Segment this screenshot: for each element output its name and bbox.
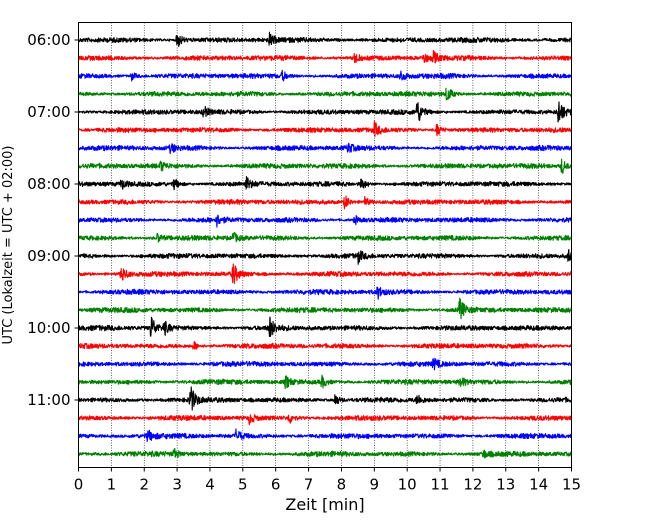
trace-line bbox=[77, 214, 573, 228]
plot-frame bbox=[78, 22, 572, 468]
trace-line bbox=[77, 249, 573, 265]
trace-line bbox=[78, 357, 572, 371]
trace-line bbox=[77, 69, 572, 82]
y-tick-label: 07:00 bbox=[27, 103, 70, 121]
y-tick-label: 06:00 bbox=[27, 31, 70, 49]
trace-line bbox=[77, 428, 573, 443]
x-tick-label: 12 bbox=[463, 476, 482, 494]
x-tick-label: 6 bbox=[271, 476, 281, 494]
x-axis-label: Zeit [min] bbox=[285, 495, 364, 514]
y-tick-label: 10:00 bbox=[27, 319, 70, 337]
x-axis: 0 1 2 3 4 5 6 7 8 9 10 11 12 13 14 15 bbox=[74, 467, 581, 494]
trace-line bbox=[77, 297, 572, 320]
x-tick-label: 11 bbox=[430, 476, 449, 494]
trace-line bbox=[77, 414, 573, 426]
x-tick-label: 10 bbox=[398, 476, 417, 494]
trace-line bbox=[77, 447, 573, 459]
trace-line bbox=[77, 231, 573, 243]
trace-line bbox=[77, 316, 573, 337]
x-tick-label: 15 bbox=[562, 476, 581, 494]
x-tick-label: 0 bbox=[74, 476, 84, 494]
x-tick-label: 13 bbox=[496, 476, 515, 494]
x-tick-label: 7 bbox=[304, 476, 314, 494]
x-tick-label: 8 bbox=[337, 476, 347, 494]
trace-line bbox=[78, 142, 573, 155]
x-tick-label: 1 bbox=[107, 476, 117, 494]
trace-group bbox=[77, 31, 573, 459]
trace-line bbox=[78, 386, 573, 411]
y-axis-label: UTC (Lokalzeit = UTC + 02:00) bbox=[1, 146, 16, 345]
trace-line bbox=[77, 31, 572, 48]
trace-line bbox=[77, 176, 572, 191]
x-tick-label: 2 bbox=[139, 476, 149, 494]
trace-line bbox=[78, 263, 573, 285]
trace-line bbox=[78, 286, 573, 300]
trace-line bbox=[77, 340, 572, 350]
x-tick-label: 3 bbox=[172, 476, 182, 494]
x-tick-label: 4 bbox=[205, 476, 215, 494]
trace-line bbox=[77, 50, 573, 64]
y-tick-label: 09:00 bbox=[27, 247, 70, 265]
y-axis: 06:00 07:00 08:00 09:00 10:00 11:00 bbox=[27, 31, 79, 409]
trace-line bbox=[78, 195, 572, 210]
x-tick-label: 9 bbox=[370, 476, 380, 494]
trace-line bbox=[78, 158, 573, 174]
trace-line bbox=[77, 101, 573, 123]
trace-line bbox=[78, 374, 572, 390]
x-tick-label: 14 bbox=[529, 476, 548, 494]
y-tick-label: 11:00 bbox=[27, 391, 70, 409]
x-tick-label: 5 bbox=[238, 476, 248, 494]
y-tick-label: 08:00 bbox=[27, 175, 70, 193]
trace-line bbox=[77, 120, 573, 138]
trace-line bbox=[77, 87, 573, 101]
x-grid bbox=[111, 22, 539, 468]
